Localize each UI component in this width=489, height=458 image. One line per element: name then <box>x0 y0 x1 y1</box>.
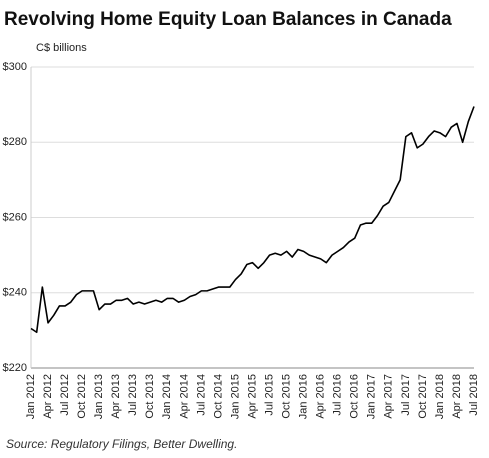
x-tick-label: Apr 2014 <box>178 374 190 419</box>
x-tick-label: Apr 2013 <box>110 374 122 419</box>
x-tick-label: Oct 2017 <box>417 374 429 419</box>
x-tick-label: Oct 2012 <box>76 374 88 419</box>
y-tick-label: $220 <box>3 362 27 374</box>
x-tick-label: Oct 2013 <box>144 374 156 419</box>
x-tick-label: Oct 2015 <box>280 374 292 419</box>
x-tick-label: Jul 2012 <box>59 374 71 416</box>
x-tick-label: Jan 2017 <box>366 374 378 419</box>
y-tick-label: $280 <box>3 136 27 148</box>
x-tick-label: Oct 2014 <box>212 374 224 419</box>
x-tick-label: Jul 2015 <box>263 374 275 416</box>
y-tick-label: $240 <box>3 287 27 299</box>
x-tick-label: Apr 2015 <box>246 374 258 419</box>
x-tick-label: Apr 2016 <box>315 374 327 419</box>
y-axis-label: C$ billions <box>36 42 87 54</box>
x-tick-label: Apr 2012 <box>42 374 54 419</box>
x-tick-label: Apr 2018 <box>451 374 463 419</box>
line <box>30 106 475 334</box>
x-tick-label: Jan 2012 <box>25 374 37 419</box>
x-tick-label: Apr 2017 <box>383 374 395 419</box>
x-tick-label: Jul 2018 <box>468 374 480 416</box>
x-tick-label: Jan 2015 <box>229 374 241 419</box>
x-tick-label: Jul 2016 <box>332 374 344 416</box>
x-tick-label: Jan 2016 <box>298 374 310 419</box>
chart-title: Revolving Home Equity Loan Balances in C… <box>4 9 452 30</box>
y-tick-label: $300 <box>3 61 27 73</box>
y-tick-label: $260 <box>3 211 27 223</box>
x-tick-label: Jan 2014 <box>161 374 173 419</box>
x-tick-label: Jul 2014 <box>195 374 207 416</box>
x-tick-label: Jul 2013 <box>127 374 139 416</box>
x-tick-label: Jan 2018 <box>434 374 446 419</box>
x-tick-label: Jul 2017 <box>400 374 412 416</box>
x-tick-label: Jan 2013 <box>93 374 105 419</box>
source: Source: Regulatory Filings, Better Dwell… <box>6 437 237 451</box>
x-tick-label: Oct 2016 <box>349 374 361 419</box>
